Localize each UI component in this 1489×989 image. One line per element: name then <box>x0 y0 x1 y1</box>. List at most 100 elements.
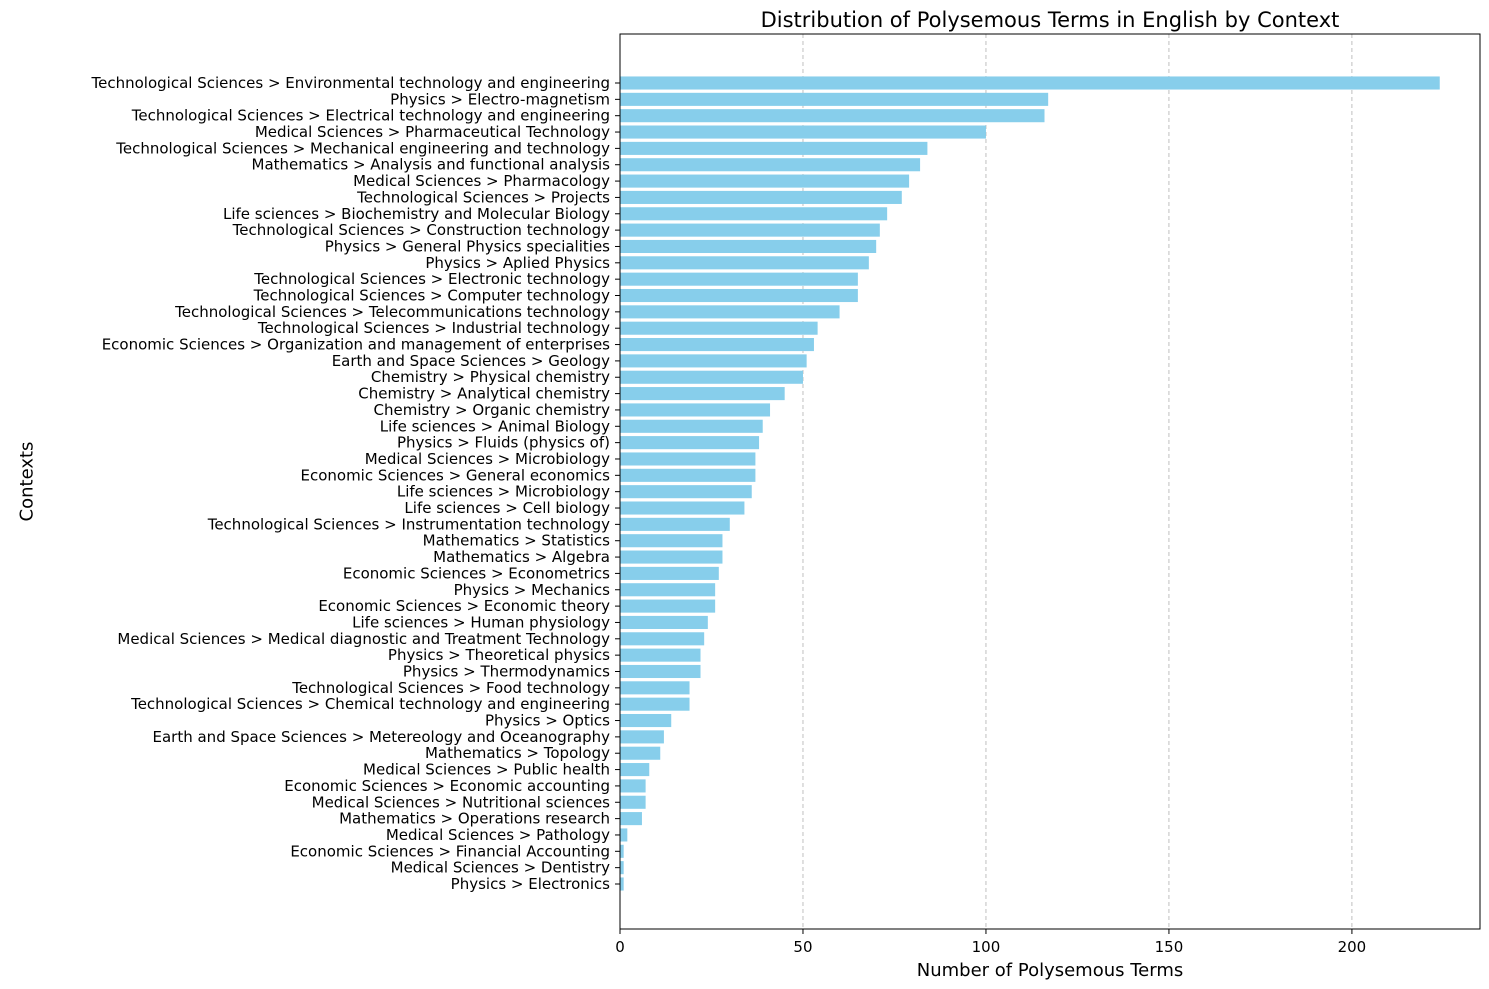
bar <box>620 861 624 875</box>
bar <box>620 828 628 842</box>
bar <box>620 288 858 303</box>
bar <box>620 109 1045 123</box>
bar <box>620 877 624 891</box>
y-tick-label: Economic Sciences > Organization and man… <box>102 336 610 354</box>
bar <box>620 436 760 450</box>
bar <box>620 664 701 679</box>
bar <box>620 681 690 695</box>
bar <box>620 338 814 352</box>
bar <box>620 501 745 515</box>
y-tick-label: Economic Sciences > General economics <box>300 466 610 484</box>
y-tick-label: Medical Sciences > Pharmaceutical Techno… <box>255 123 610 141</box>
y-tick-label: Technological Sciences > Food technology <box>291 679 610 697</box>
y-tick-label: Physics > Mechanics <box>454 581 611 599</box>
bar <box>620 239 877 254</box>
bar <box>620 354 807 368</box>
bar <box>620 615 708 629</box>
bar <box>620 746 661 760</box>
y-tick-labels: Technological Sciences > Environmental t… <box>91 74 620 893</box>
y-tick-label: Earth and Space Sciences > Metereology a… <box>153 728 611 746</box>
bar <box>620 697 690 711</box>
y-tick-label: Chemistry > Organic chemistry <box>374 401 611 419</box>
bar <box>620 763 650 777</box>
y-tick-label: Physics > Thermodynamics <box>403 662 610 680</box>
y-tick-label: Technological Sciences > Instrumentation… <box>207 515 610 533</box>
y-tick-label: Medical Sciences > Nutritional sciences <box>312 793 611 811</box>
y-tick-label: Economic Sciences > Econometrics <box>343 564 610 582</box>
bar <box>620 583 716 597</box>
x-tick-label: 150 <box>1155 938 1184 956</box>
y-tick-label: Medical Sciences > Pharmacology <box>353 172 610 190</box>
bar <box>620 92 1049 106</box>
bar <box>620 174 910 188</box>
bar <box>620 321 818 335</box>
y-tick-label: Mathematics > Algebra <box>433 548 610 566</box>
bar <box>620 305 840 319</box>
y-tick-label: Earth and Space Sciences > Geology <box>332 352 610 370</box>
x-tick-labels: 0 50 100 150 200 <box>615 929 1366 956</box>
bar <box>620 452 756 466</box>
bar <box>620 599 716 613</box>
bar <box>620 550 723 564</box>
x-tick-label: 50 <box>793 938 812 956</box>
bar <box>620 713 672 728</box>
y-tick-label: Medical Sciences > Microbiology <box>365 450 610 468</box>
y-tick-label: Economic Sciences > Economic theory <box>318 597 610 615</box>
bar <box>620 648 701 662</box>
bar <box>620 125 986 139</box>
bar <box>620 566 719 580</box>
y-tick-label: Chemistry > Physical chemistry <box>371 368 610 386</box>
bar <box>620 158 921 172</box>
y-tick-label: Medical Sciences > Medical diagnostic an… <box>117 630 610 648</box>
bars <box>620 76 1440 891</box>
bar <box>620 730 664 744</box>
bar <box>620 403 771 417</box>
bar <box>620 387 785 401</box>
y-tick-label: Mathematics > Statistics <box>423 532 611 550</box>
bar <box>620 223 880 237</box>
y-tick-label: Life sciences > Microbiology <box>397 483 610 501</box>
y-tick-label: Life sciences > Biochemistry and Molecul… <box>223 205 610 223</box>
y-tick-label: Technological Sciences > Computer techno… <box>253 287 611 305</box>
y-tick-label: Physics > Aplied Physics <box>425 254 610 272</box>
y-tick-label: Technological Sciences > Industrial tech… <box>257 319 610 337</box>
bar <box>620 419 763 433</box>
bar <box>620 517 730 531</box>
bar <box>620 76 1440 90</box>
bar <box>620 370 803 384</box>
y-tick-label: Medical Sciences > Public health <box>363 761 610 779</box>
y-tick-label: Physics > Electro-magnetism <box>390 90 610 108</box>
y-tick-label: Economic Sciences > Financial Accounting <box>290 842 610 860</box>
bar <box>620 795 646 809</box>
y-tick-label: Technological Sciences > Construction te… <box>232 221 610 239</box>
y-tick-label: Economic Sciences > Economic accounting <box>284 777 610 795</box>
bar <box>620 844 624 858</box>
bar <box>620 779 646 793</box>
y-tick-label: Physics > Fluids (physics of) <box>397 434 610 452</box>
y-tick-label: Physics > Optics <box>485 712 610 730</box>
y-tick-label: Chemistry > Analytical chemistry <box>358 385 610 403</box>
bar <box>620 256 869 270</box>
x-tick-label: 0 <box>615 938 625 956</box>
y-tick-label: Medical Sciences > Pathology <box>386 826 610 844</box>
y-tick-label: Physics > Theoretical physics <box>388 646 610 664</box>
bar <box>620 485 752 499</box>
y-tick-label: Technological Sciences > Environmental t… <box>91 74 610 92</box>
y-tick-label: Technological Sciences > Projects <box>356 188 610 206</box>
y-tick-label: Technological Sciences > Electronic tech… <box>253 270 610 288</box>
bar <box>620 272 858 286</box>
y-tick-label: Technological Sciences > Mechanical engi… <box>115 139 610 157</box>
y-tick-label: Mathematics > Topology <box>425 744 610 762</box>
y-tick-label: Technological Sciences > Chemical techno… <box>130 695 610 713</box>
bar <box>620 812 642 826</box>
y-tick-label: Technological Sciences > Electrical tech… <box>131 107 610 125</box>
y-tick-label: Physics > Electronics <box>451 875 611 893</box>
bar <box>620 207 888 221</box>
y-tick-label: Mathematics > Analysis and functional an… <box>252 156 611 174</box>
y-tick-label: Physics > General Physics specialities <box>325 237 610 255</box>
bar <box>620 190 902 204</box>
bar <box>620 141 928 155</box>
y-tick-label: Technological Sciences > Telecommunicati… <box>174 303 610 321</box>
bar <box>620 468 756 482</box>
